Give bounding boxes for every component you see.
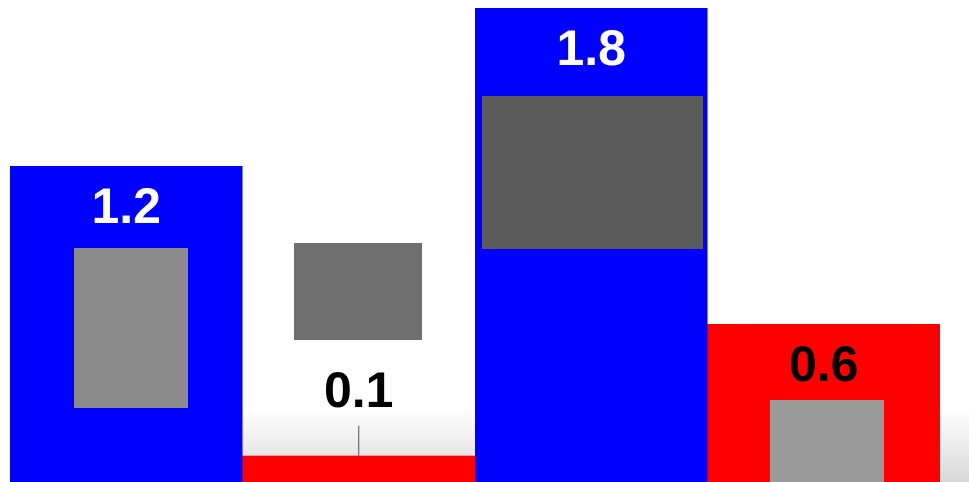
photo — [482, 96, 703, 249]
value-label: 1.2 — [91, 178, 161, 234]
chart: 1.2 0.1 1.8 0.6 — [0, 0, 969, 482]
value-label: 1.8 — [556, 20, 626, 76]
photo — [294, 243, 422, 340]
bar — [243, 456, 476, 482]
photo — [770, 400, 884, 482]
photo — [74, 248, 188, 408]
value-label: 0.6 — [789, 336, 859, 392]
value-label: 0.1 — [324, 362, 394, 418]
